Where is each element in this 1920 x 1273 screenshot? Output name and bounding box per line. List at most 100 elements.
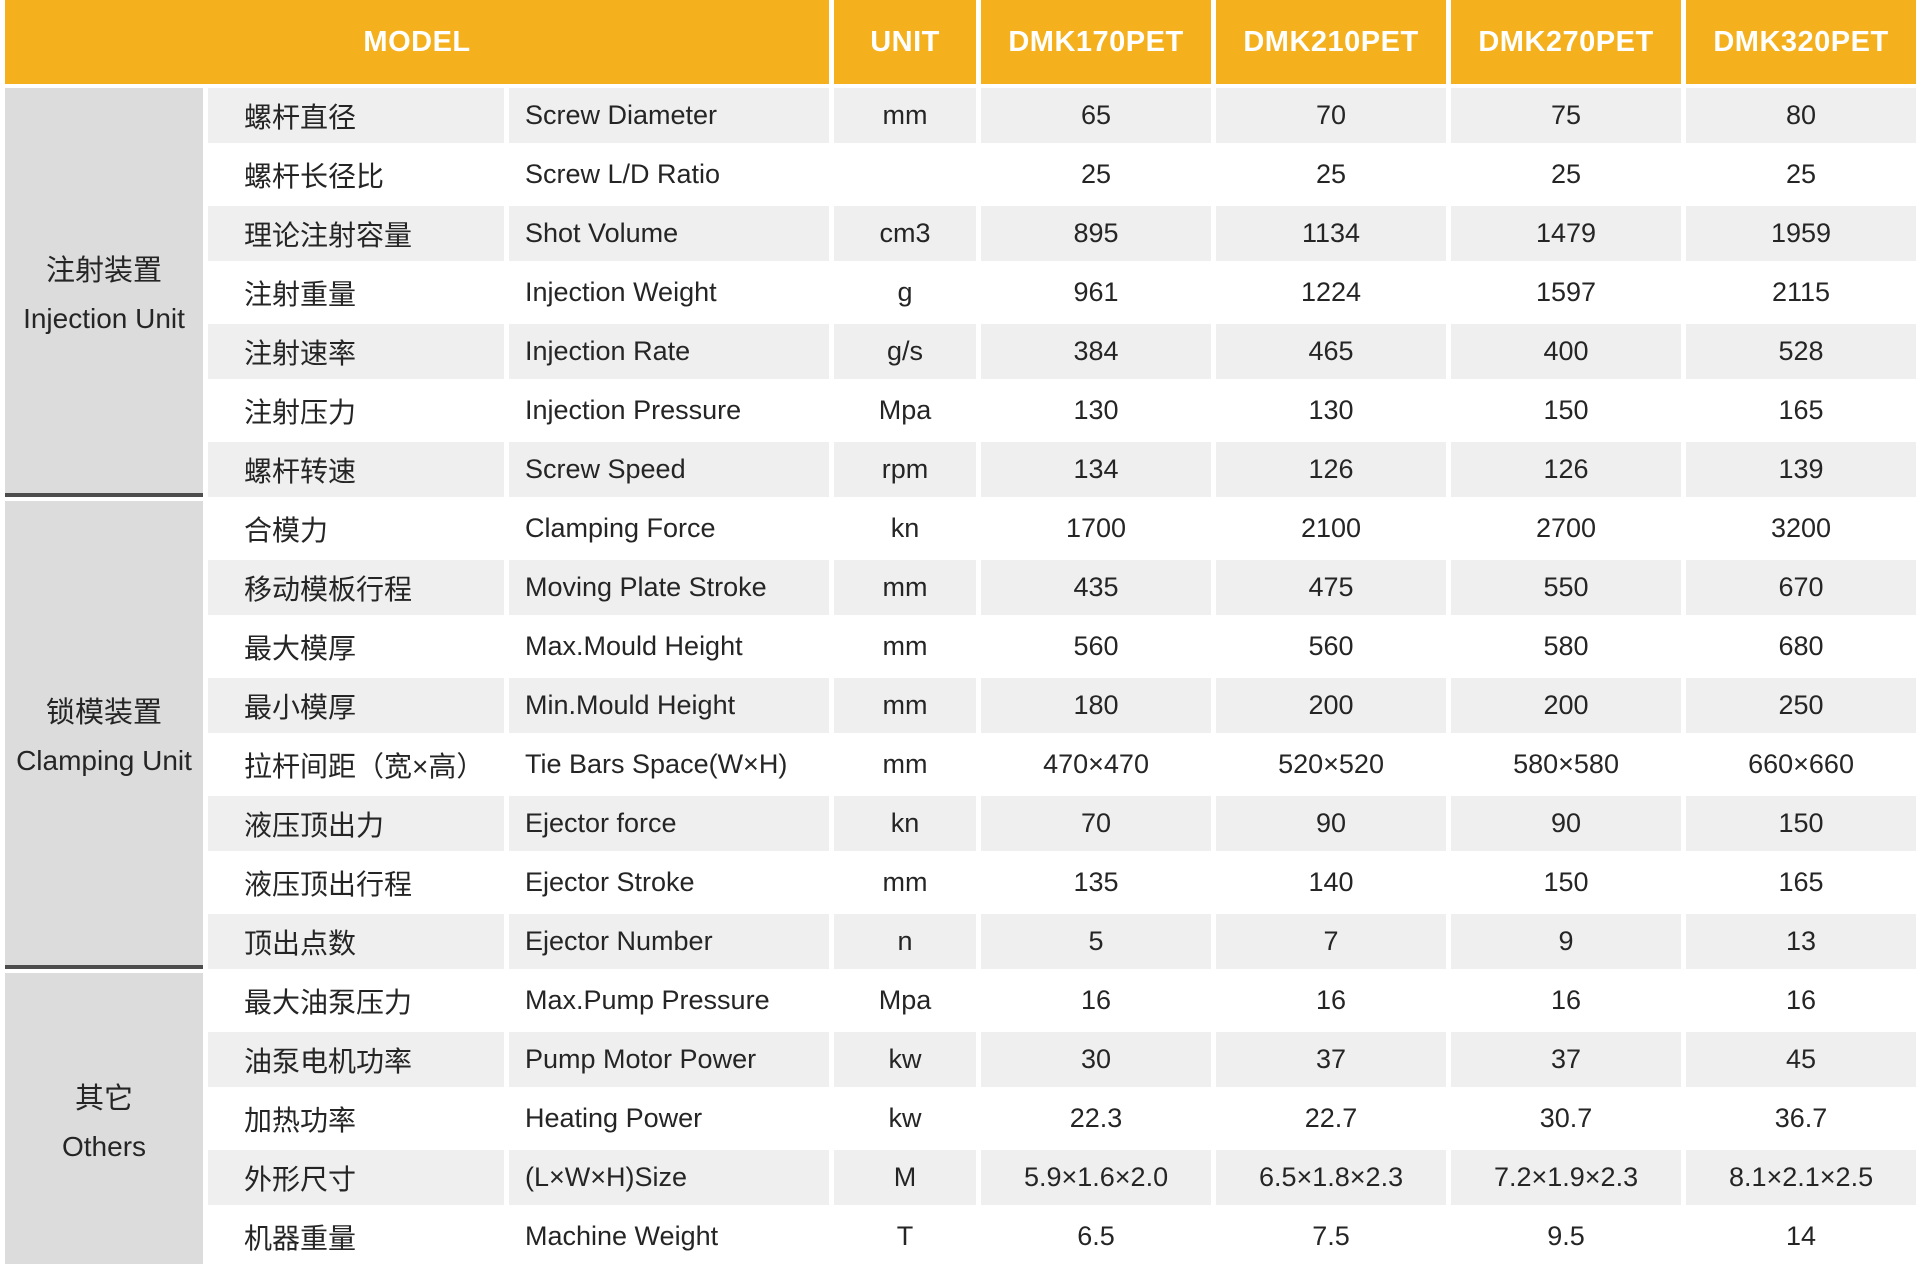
spec-row: 其它 Others 最大油泵压力 Max.Pump Pressure Mpa 1… (5, 973, 1917, 1264)
unit-header: UNIT (834, 0, 977, 84)
value-cell: 560 (981, 619, 1212, 674)
value-cell: 475 (1216, 560, 1447, 615)
spec-row: 液压顶出力 Ejector force kn 70 90 90 150 (5, 796, 1917, 851)
value-cell: 8.1×2.1×2.5 (1686, 1150, 1917, 1205)
value-cell: 150 (1686, 796, 1917, 851)
value-cell: 25 (1451, 147, 1682, 202)
unit-cell: kw (834, 1032, 977, 1087)
unit-cell: rpm (834, 442, 977, 497)
section-name-en: Clamping Unit (16, 745, 192, 776)
value-cell: 16 (981, 973, 1212, 1028)
value-cell: 1597 (1451, 265, 1682, 320)
unit-cell: Mpa (834, 383, 977, 438)
unit-cell: cm3 (834, 206, 977, 261)
value-cell: 520×520 (1216, 737, 1447, 792)
value-cell: 180 (981, 678, 1212, 733)
spec-row: 机器重量 Machine Weight T 6.5 7.5 9.5 14 (5, 1209, 1917, 1264)
spec-row: 注射重量 Injection Weight g 961 1224 1597 21… (5, 265, 1917, 320)
value-cell: 65 (981, 88, 1212, 143)
column-header-dmk270pet: DMK270PET (1451, 0, 1682, 84)
spec-row: 外形尺寸 (L×W×H)Size M 5.9×1.6×2.0 6.5×1.8×2… (5, 1150, 1917, 1205)
value-cell: 3200 (1686, 501, 1917, 556)
cn-label-cell: 螺杆长径比 (208, 147, 504, 202)
value-cell: 895 (981, 206, 1212, 261)
spec-row: 锁模装置 Clamping Unit 合模力 Clamping Force kn… (5, 501, 1917, 969)
spec-row: 顶出点数 Ejector Number n 5 7 9 13 (5, 914, 1917, 969)
cn-label-cell: 加热功率 (208, 1091, 504, 1146)
unit-cell: M (834, 1150, 977, 1205)
value-cell: 30.7 (1451, 1091, 1682, 1146)
model-header: MODEL (5, 0, 830, 84)
cn-label-cell: 合模力 (208, 501, 504, 556)
value-cell: 25 (1216, 147, 1447, 202)
value-cell: 37 (1451, 1032, 1682, 1087)
spec-row: 注射装置 Injection Unit 螺杆直径 Screw Diameter … (5, 88, 1917, 497)
unit-cell (834, 147, 977, 202)
unit-cell: g/s (834, 324, 977, 379)
spec-row: 注射速率 Injection Rate g/s 384 465 400 528 (5, 324, 1917, 379)
value-cell: 1479 (1451, 206, 1682, 261)
en-label-cell: Clamping Force (509, 501, 830, 556)
section-name-cn: 其它 (74, 1082, 133, 1115)
cn-label-cell: 液压顶出行程 (208, 855, 504, 910)
cn-label-cell: 移动模板行程 (208, 560, 504, 615)
column-header-dmk210pet: DMK210PET (1216, 0, 1447, 84)
section-others: 其它 Others (5, 973, 203, 1264)
section-name-en: Injection Unit (23, 302, 185, 334)
cn-label-cell: 机器重量 (208, 1209, 504, 1264)
unit-cell: mm (834, 737, 977, 792)
unit-cell: Mpa (834, 973, 977, 1028)
value-cell: 465 (1216, 324, 1447, 379)
value-cell: 80 (1686, 88, 1917, 143)
value-cell: 25 (981, 147, 1212, 202)
value-cell: 5 (981, 914, 1212, 969)
value-cell: 7.2×1.9×2.3 (1451, 1150, 1682, 1205)
unit-cell: mm (834, 88, 977, 143)
en-label-cell: Tie Bars Space(W×H) (509, 737, 830, 792)
en-label-cell: Machine Weight (509, 1209, 830, 1264)
header-row: MODEL UNIT DMK170PET DMK210PET DMK270PET… (5, 0, 1917, 84)
section-clamping-unit: 锁模装置 Clamping Unit (5, 501, 203, 969)
value-cell: 9 (1451, 914, 1682, 969)
en-label-cell: Ejector Stroke (509, 855, 830, 910)
value-cell: 9.5 (1451, 1209, 1682, 1264)
value-cell: 2115 (1686, 265, 1917, 320)
spec-row: 移动模板行程 Moving Plate Stroke mm 435 475 55… (5, 560, 1917, 615)
value-cell: 14 (1686, 1209, 1917, 1264)
value-cell: 7.5 (1216, 1209, 1447, 1264)
value-cell: 670 (1686, 560, 1917, 615)
value-cell: 560 (1216, 619, 1447, 674)
unit-cell: g (834, 265, 977, 320)
unit-cell: T (834, 1209, 977, 1264)
unit-cell: mm (834, 619, 977, 674)
value-cell: 2100 (1216, 501, 1447, 556)
value-cell: 37 (1216, 1032, 1447, 1087)
value-cell: 961 (981, 265, 1212, 320)
unit-cell: mm (834, 560, 977, 615)
value-cell: 22.7 (1216, 1091, 1447, 1146)
value-cell: 6.5 (981, 1209, 1212, 1264)
cn-label-cell: 液压顶出力 (208, 796, 504, 851)
en-label-cell: Pump Motor Power (509, 1032, 830, 1087)
spec-row: 最大模厚 Max.Mould Height mm 560 560 580 680 (5, 619, 1917, 674)
cn-label-cell: 注射速率 (208, 324, 504, 379)
en-label-cell: Screw L/D Ratio (509, 147, 830, 202)
value-cell: 134 (981, 442, 1212, 497)
value-cell: 22.3 (981, 1091, 1212, 1146)
value-cell: 470×470 (981, 737, 1212, 792)
cn-label-cell: 最大模厚 (208, 619, 504, 674)
value-cell: 140 (1216, 855, 1447, 910)
cn-label-cell: 螺杆转速 (208, 442, 504, 497)
section-name-en: Others (61, 1130, 147, 1162)
spec-row: 油泵电机功率 Pump Motor Power kw 30 37 37 45 (5, 1032, 1917, 1087)
en-label-cell: Moving Plate Stroke (509, 560, 830, 615)
value-cell: 135 (981, 855, 1212, 910)
value-cell: 200 (1451, 678, 1682, 733)
value-cell: 13 (1686, 914, 1917, 969)
cn-label-cell: 注射重量 (208, 265, 504, 320)
en-label-cell: Screw Diameter (509, 88, 830, 143)
en-label-cell: Injection Pressure (509, 383, 830, 438)
en-label-cell: (L×W×H)Size (509, 1150, 830, 1205)
